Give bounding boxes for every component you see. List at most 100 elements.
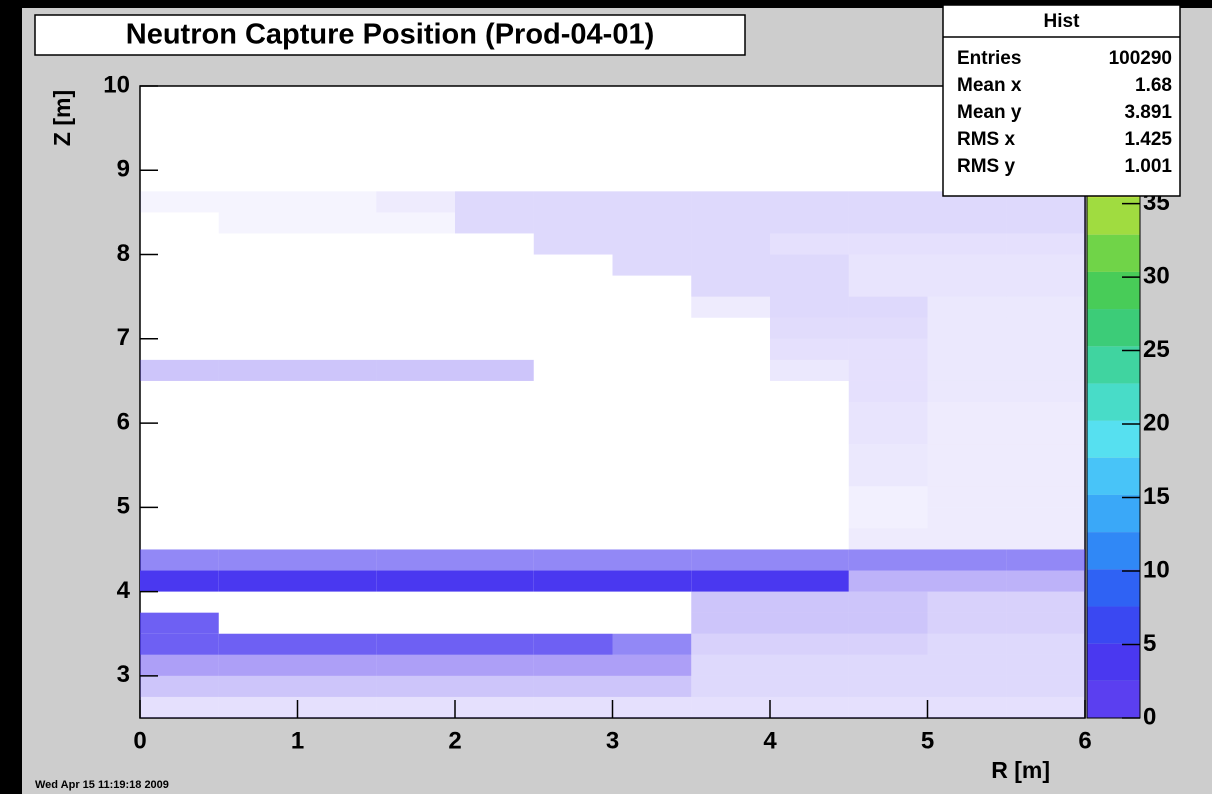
cell (848, 233, 928, 255)
cell (848, 275, 928, 297)
cell (140, 549, 219, 571)
cell (691, 612, 770, 634)
cell (218, 549, 298, 571)
cell (691, 212, 770, 234)
y-tick-label: 5 (117, 493, 130, 520)
cell (297, 696, 377, 718)
cell (613, 402, 692, 423)
cell (298, 402, 377, 423)
cell (298, 255, 377, 276)
cell (455, 107, 534, 128)
cell (534, 170, 613, 191)
cell (534, 507, 613, 528)
cell (218, 359, 298, 381)
cell (298, 486, 377, 507)
cell (298, 149, 377, 170)
cell (534, 402, 613, 423)
cell (297, 654, 377, 676)
cell (298, 381, 377, 402)
title-box (34, 14, 746, 56)
z-tick-label: 5 (1143, 630, 1156, 657)
cell (770, 170, 849, 191)
cell (140, 149, 219, 170)
x-tick-label: 6 (1078, 727, 1091, 754)
cell (770, 191, 849, 213)
cell (219, 381, 298, 402)
y-axis-label: Z [m] (49, 90, 75, 146)
cell (1006, 275, 1085, 297)
cell (376, 170, 455, 191)
cell (770, 570, 849, 592)
cell (927, 486, 1007, 508)
cell (376, 107, 455, 128)
cell (612, 654, 692, 676)
cell (613, 276, 692, 297)
cell (613, 465, 692, 486)
cell (219, 613, 298, 634)
cell (376, 486, 455, 507)
cell (534, 528, 613, 549)
cell (298, 528, 377, 549)
cell (219, 507, 298, 528)
z-tick-label: 20 (1143, 409, 1170, 436)
cell (140, 255, 219, 276)
y-tick-label: 9 (117, 156, 130, 183)
cell (770, 423, 849, 444)
cell (140, 212, 219, 233)
colorbar-step (1087, 457, 1140, 495)
cell (298, 339, 377, 360)
cell (534, 360, 613, 381)
cell (298, 86, 377, 107)
cell (927, 654, 1007, 676)
cell (140, 507, 219, 528)
cell (613, 128, 692, 149)
cell (691, 486, 770, 507)
cell (376, 359, 455, 381)
cell (140, 612, 219, 634)
cell (376, 149, 455, 170)
cell (613, 318, 692, 339)
cell (534, 149, 613, 170)
cell (534, 444, 613, 465)
cell (770, 86, 849, 107)
cell (612, 212, 692, 234)
cell (848, 191, 928, 213)
cell (455, 402, 534, 423)
cell (848, 486, 928, 508)
cell (927, 423, 1007, 445)
cell (140, 318, 219, 339)
cell (770, 254, 849, 276)
cell (927, 380, 1007, 402)
cell (848, 654, 928, 676)
cell (1006, 402, 1085, 424)
cell (140, 528, 219, 549)
cell (770, 696, 849, 718)
cell (927, 675, 1007, 697)
cell (770, 549, 849, 571)
x-tick-label: 1 (291, 727, 304, 754)
y-tick-label: 6 (117, 408, 130, 435)
cell (927, 275, 1007, 297)
cell (770, 149, 849, 170)
cell (455, 549, 534, 571)
colorbar-step (1087, 532, 1140, 570)
cell (612, 233, 692, 255)
cell (218, 570, 298, 592)
cell (455, 696, 534, 718)
colorbar-step (1087, 606, 1140, 644)
cell (218, 675, 298, 697)
cell (455, 486, 534, 507)
x-tick-label: 5 (921, 727, 934, 754)
cell (219, 276, 298, 297)
cell (455, 465, 534, 486)
cell (455, 297, 534, 318)
cell (770, 359, 849, 381)
cell (140, 233, 219, 254)
cell (613, 507, 692, 528)
cell (927, 402, 1007, 424)
cell (455, 339, 534, 360)
cell (691, 128, 770, 149)
cell (298, 128, 377, 149)
cell (297, 675, 377, 697)
cell (455, 654, 534, 676)
